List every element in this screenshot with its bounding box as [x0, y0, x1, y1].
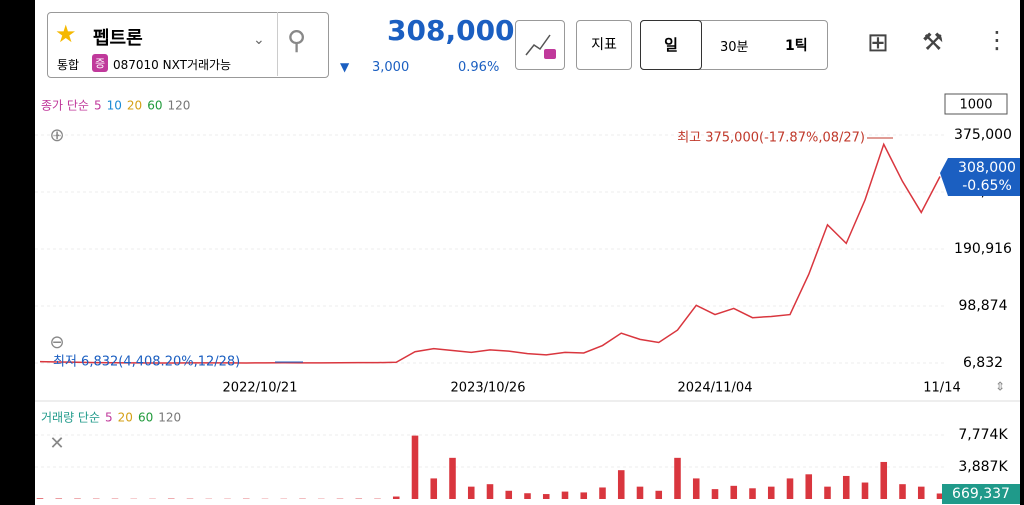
volume-bar [880, 461, 888, 499]
legend-item: 5 [94, 99, 102, 113]
divider [277, 12, 278, 76]
volume-bar [392, 496, 400, 499]
volume-bar [674, 457, 681, 499]
day-button[interactable]: 일 [640, 20, 702, 70]
current-rate: -0.65% [962, 178, 1012, 194]
minimize-icon[interactable]: ⊖ [49, 332, 64, 353]
price: 308,000 [387, 14, 515, 47]
legend-item: 10 [107, 99, 122, 113]
volume-bar [599, 487, 606, 499]
x-tick-label: 11/14 [923, 381, 960, 396]
close-icon[interactable]: ✕ [49, 433, 64, 454]
current-price: 308,000 [958, 160, 1016, 176]
y-tick-label: 3,887K [958, 459, 1008, 475]
layout-icon[interactable]: ⊞ [867, 28, 889, 58]
volume-bar [786, 478, 794, 499]
chart-type-button[interactable] [515, 20, 565, 70]
y-tick-label: 6,832 [963, 355, 1003, 371]
high-label: 최고 375,000(-17.87%,08/27) [677, 131, 865, 146]
code: 087010 NXT거래가능 [113, 58, 232, 72]
volume-bar [617, 470, 625, 499]
volume-bar [467, 486, 475, 499]
market: 통합 [57, 58, 80, 72]
price-badge [940, 158, 1020, 196]
volume-bar [449, 457, 456, 499]
volume-bar [580, 492, 588, 499]
volume-bar [411, 435, 419, 499]
y-tick-label: 98,874 [959, 298, 1008, 314]
separator [35, 400, 1020, 402]
volume-bar [899, 484, 906, 499]
low-label: 최저 6,832(4,408.20%,12/28) [53, 355, 240, 370]
star-icon[interactable]: ★ [55, 20, 77, 48]
x-tick-label: 2023/10/26 [451, 381, 526, 396]
volume-bar [542, 494, 550, 499]
chart-icon [525, 34, 556, 59]
volume-bar [505, 490, 513, 499]
indicator-button[interactable]: 지표 [576, 20, 632, 70]
minute-button[interactable]: 30분 [720, 40, 749, 55]
y-tick-label: 7,774K [958, 427, 1008, 443]
zoom-icon[interactable]: ⊕ [49, 125, 64, 146]
more-icon[interactable]: ⋮ [985, 26, 1009, 54]
y-tick-label: 375,000 [954, 127, 1012, 143]
volume-bar [711, 489, 719, 499]
volume-bar [730, 485, 738, 499]
legend-item: 60 [138, 411, 153, 425]
volume-bar [636, 486, 644, 499]
volume-bar [824, 486, 831, 499]
price-line [39, 142, 941, 364]
search-icon[interactable]: ⚲ [287, 26, 307, 56]
period: 1000 [959, 98, 992, 113]
volume-bar [430, 478, 438, 499]
legend-item: 20 [118, 411, 133, 425]
volume-bar [767, 486, 775, 499]
legend-item: 거래량 단순 [41, 411, 100, 425]
volume-bar [486, 484, 494, 499]
volume-bar [842, 475, 850, 499]
x-tick-label: 2024/11/04 [678, 381, 753, 396]
volume-badge [942, 484, 1020, 504]
change-sign: ▼ [340, 60, 350, 74]
volume-bar [861, 482, 869, 499]
legend-item: 60 [147, 99, 162, 113]
stock-name: 펩트론 [93, 28, 143, 49]
app: ★ 펩트론 ⌄ ⚲ 통합 증 087010 NXT거래가능 308,000 ▼ … [35, 0, 1020, 505]
legend-item: 20 [127, 99, 142, 113]
legend-item: 종가 단순 [41, 99, 89, 113]
volume-bar [692, 478, 700, 499]
change: 3,000 [372, 60, 410, 75]
legend-item: 5 [105, 411, 113, 425]
scroll-icon[interactable]: ⇕ [995, 380, 1005, 394]
legend-item: 120 [167, 99, 190, 113]
dropdown-arrow[interactable]: ⌄ [253, 32, 265, 48]
current-volume: 669,337 [952, 486, 1010, 502]
tools-icon[interactable]: ⚒ [922, 28, 944, 56]
volume-bar [805, 474, 813, 499]
period-box[interactable] [944, 93, 1008, 115]
x-tick-label: 2022/10/21 [223, 381, 298, 396]
y-tick-label: 190,916 [954, 241, 1012, 257]
volume-bar [917, 486, 925, 499]
legend-item: 120 [158, 411, 181, 425]
volume-bar [655, 490, 663, 499]
tick-button[interactable]: 1틱 [785, 38, 808, 54]
volume-bar [749, 488, 756, 499]
volume-bar [936, 493, 944, 499]
chart-area: 1000 ⊕ ⊖ ✕ ⇕ 종가 단순 5 10 20 60 120 거래량 단순 5 20 60 1… [35, 93, 1020, 504]
volume-bar [524, 493, 531, 499]
badge: 증 [92, 54, 109, 72]
change-rate: 0.96% [458, 60, 500, 75]
volume-bar [36, 498, 44, 499]
volume-bar [561, 491, 569, 499]
